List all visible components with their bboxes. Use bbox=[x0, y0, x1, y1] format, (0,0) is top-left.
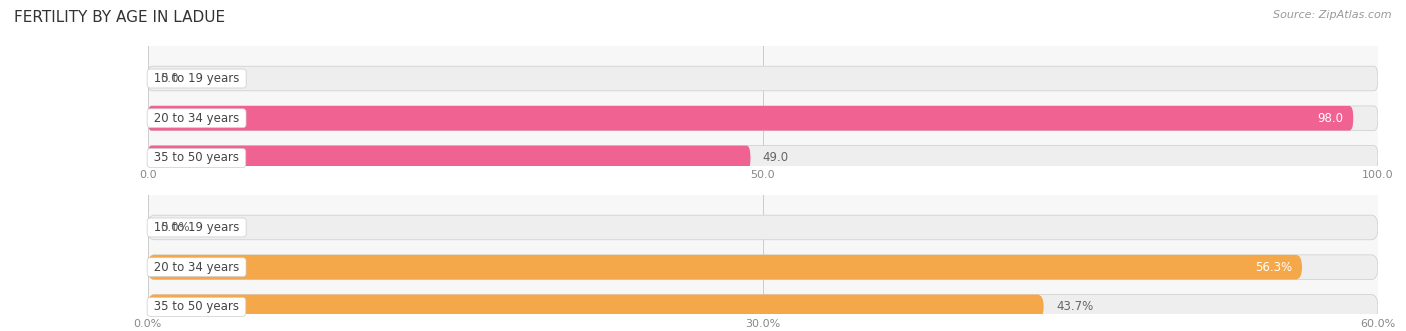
FancyBboxPatch shape bbox=[148, 255, 1302, 279]
Text: 49.0: 49.0 bbox=[762, 152, 789, 165]
Text: 15 to 19 years: 15 to 19 years bbox=[150, 221, 243, 234]
FancyBboxPatch shape bbox=[148, 66, 1378, 91]
FancyBboxPatch shape bbox=[148, 295, 1378, 319]
Text: 20 to 34 years: 20 to 34 years bbox=[150, 261, 243, 274]
Text: 35 to 50 years: 35 to 50 years bbox=[150, 301, 243, 313]
FancyBboxPatch shape bbox=[148, 106, 1378, 130]
FancyBboxPatch shape bbox=[148, 295, 1043, 319]
Text: FERTILITY BY AGE IN LADUE: FERTILITY BY AGE IN LADUE bbox=[14, 10, 225, 25]
FancyBboxPatch shape bbox=[148, 106, 1354, 130]
Text: 0.0: 0.0 bbox=[160, 72, 179, 85]
Text: 43.7%: 43.7% bbox=[1056, 301, 1094, 313]
Text: Source: ZipAtlas.com: Source: ZipAtlas.com bbox=[1274, 10, 1392, 20]
Text: 0.0%: 0.0% bbox=[160, 221, 190, 234]
FancyBboxPatch shape bbox=[148, 146, 751, 170]
Text: 20 to 34 years: 20 to 34 years bbox=[150, 112, 243, 125]
Text: 98.0: 98.0 bbox=[1317, 112, 1344, 125]
Text: 56.3%: 56.3% bbox=[1256, 261, 1292, 274]
Text: 15 to 19 years: 15 to 19 years bbox=[150, 72, 243, 85]
Text: 35 to 50 years: 35 to 50 years bbox=[150, 152, 243, 165]
FancyBboxPatch shape bbox=[148, 146, 1378, 170]
FancyBboxPatch shape bbox=[148, 215, 1378, 240]
FancyBboxPatch shape bbox=[148, 255, 1378, 279]
